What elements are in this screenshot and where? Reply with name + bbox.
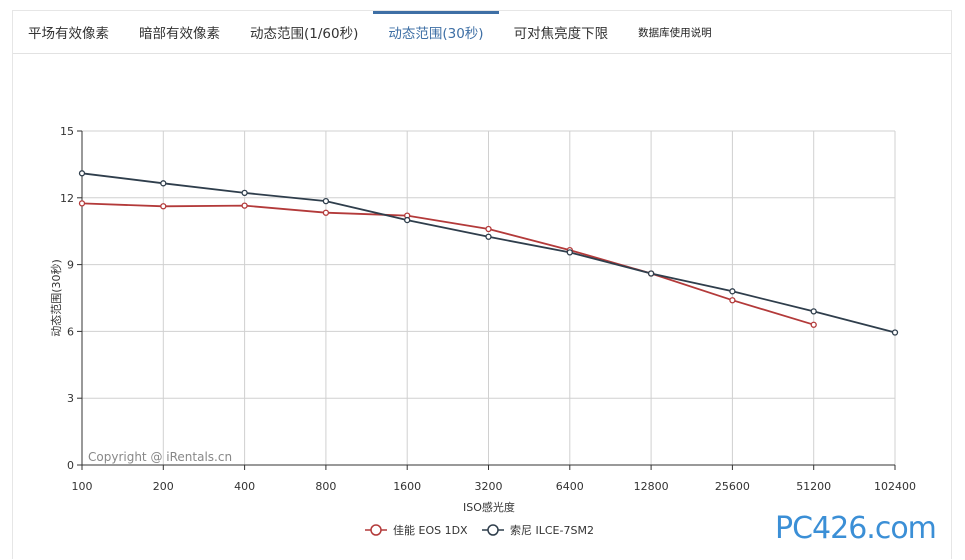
series-layer [78,170,899,336]
legend-marker-sony[interactable] [487,524,499,536]
data-point-sony[interactable] [322,197,330,205]
y-tick-label: 9 [67,259,74,272]
legend-label-sony[interactable]: 索尼 ILCE-7SM2 [510,523,594,537]
x-tick-label: 100 [72,480,93,493]
axis-layer: 0 3 6 9 12 15 100 200 400 800 1600 3200 6400 12800 256… [60,125,916,493]
data-point-canon[interactable] [729,297,736,304]
data-point-sony[interactable] [485,233,492,240]
y-tick-label: 6 [67,325,74,338]
data-point-canon[interactable] [810,321,817,328]
x-tick-label: 400 [234,480,255,493]
data-point-sony[interactable] [241,189,248,197]
data-point-canon[interactable] [160,203,167,210]
tab-label: 动态范围(30秒) [388,26,484,42]
copyright-watermark: Copyright @ iRentals.cn [88,450,232,464]
x-tick-label: 102400 [874,480,916,493]
legend-marker-canon[interactable] [370,524,382,536]
data-point-sony[interactable] [891,329,899,336]
legend: 佳能 EOS 1DX 索尼 ILCE-7SM2 [365,523,594,537]
x-axis-label: ISO感光度 [463,500,515,514]
y-tick-label: 0 [67,459,74,472]
tab-dynamic-range-1-60[interactable]: 动态范围(1/60秒) [235,11,373,53]
tab-label: 数据库使用说明 [638,26,712,39]
site-logo: PC426.com [775,511,937,546]
data-point-sony[interactable] [647,270,655,277]
y-axis-label: 动态范围(30秒) [49,259,63,337]
site-logo-text: PC426.com [775,511,936,546]
tab-bar: 平场有效像素 暗部有效像素 动态范围(1/60秒) 动态范围(30秒) 可对焦亮… [13,11,951,54]
chart-panel: 平场有效像素 暗部有效像素 动态范围(1/60秒) 动态范围(30秒) 可对焦亮… [12,10,952,559]
data-point-canon[interactable] [485,225,492,233]
x-tick-label: 12800 [634,480,669,493]
data-point-sony[interactable] [810,308,817,315]
tab-label: 暗部有效像素 [139,26,220,42]
data-point-sony[interactable] [160,180,167,187]
tab-dynamic-range-30s[interactable]: 动态范围(30秒) [373,11,499,53]
data-point-canon[interactable] [241,202,248,209]
tab-flat-field-pixels[interactable]: 平场有效像素 [13,11,124,53]
tab-database-instructions[interactable]: 数据库使用说明 [623,11,727,53]
tab-label: 动态范围(1/60秒) [250,26,359,42]
grid-layer [82,130,896,465]
legend-label-canon[interactable]: 佳能 EOS 1DX [393,523,468,537]
tab-label: 平场有效像素 [28,26,109,42]
data-point-canon[interactable] [322,209,330,216]
tab-shadow-pixels[interactable]: 暗部有效像素 [124,11,235,53]
x-tick-label: 200 [153,480,174,493]
x-tick-label: 51200 [796,480,831,493]
x-tick-label: 1600 [393,480,421,493]
tab-label: 可对焦亮度下限 [513,26,609,42]
x-tick-label: 800 [315,480,336,493]
y-tick-label: 3 [67,392,74,405]
data-point-canon[interactable] [78,200,86,207]
x-tick-label: 3200 [475,480,503,493]
y-tick-label: 12 [60,192,74,205]
x-tick-label: 25600 [715,480,750,493]
data-point-sony[interactable] [78,170,86,177]
series-line-canon [81,202,814,326]
y-tick-label: 15 [60,125,74,138]
tab-focus-brightness-limit[interactable]: 可对焦亮度下限 [499,11,624,53]
data-point-sony[interactable] [729,288,736,295]
data-point-sony[interactable] [566,249,573,256]
x-tick-label: 6400 [556,480,584,493]
data-point-sony[interactable] [404,216,411,224]
